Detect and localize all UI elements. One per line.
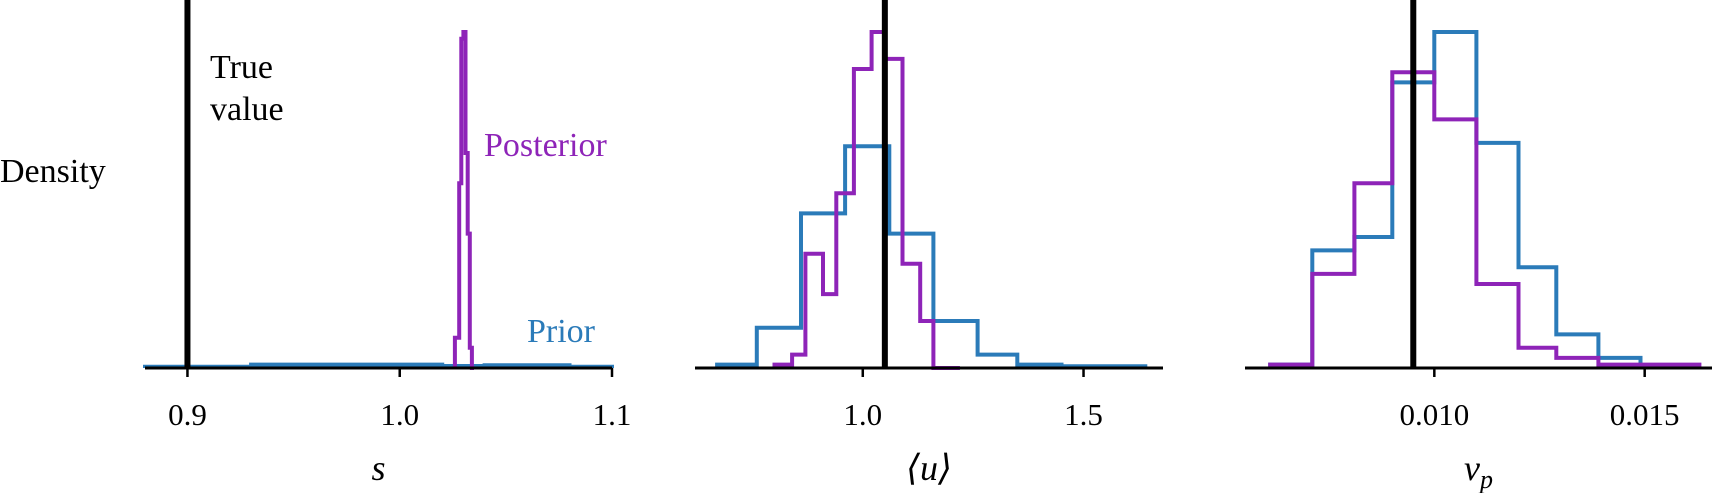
posterior-label: Posterior — [484, 127, 607, 164]
panel-nu: 0.010 0.015 νp — [1245, 0, 1712, 493]
histogram-posterior-series — [452, 30, 474, 370]
true-value-label-line1: True — [210, 49, 273, 86]
histogram-prior-series — [715, 144, 1148, 369]
histogram-prior-series — [143, 362, 614, 369]
histogram-prior-series — [1268, 30, 1685, 369]
panel-s: 0.9 1.0 1.1 s — [143, 0, 632, 488]
x-tick-label: 1.5 — [1064, 397, 1103, 432]
histogram-posterior-series — [1268, 70, 1702, 368]
x-tick-label: 1.1 — [593, 397, 632, 432]
x-tick-label: 1.0 — [380, 397, 419, 432]
histogram-posterior-series — [772, 30, 960, 370]
x-tick-label: 0.9 — [168, 397, 207, 432]
x-axis-label: ⟨u⟩ — [906, 448, 952, 488]
annotations: True value Posterior Prior — [210, 49, 607, 350]
x-tick-label: 0.010 — [1399, 397, 1469, 432]
x-axis-label: s — [371, 448, 385, 488]
prior-label: Prior — [527, 313, 596, 350]
x-tick-label: 1.0 — [843, 397, 882, 432]
y-axis-label: Density — [0, 153, 106, 190]
x-axis-label: νp — [1464, 448, 1493, 493]
x-tick-label: 0.015 — [1610, 397, 1680, 432]
panel-u: 1.0 1.5 ⟨u⟩ — [695, 0, 1163, 488]
true-value-label-line2: value — [210, 91, 284, 128]
